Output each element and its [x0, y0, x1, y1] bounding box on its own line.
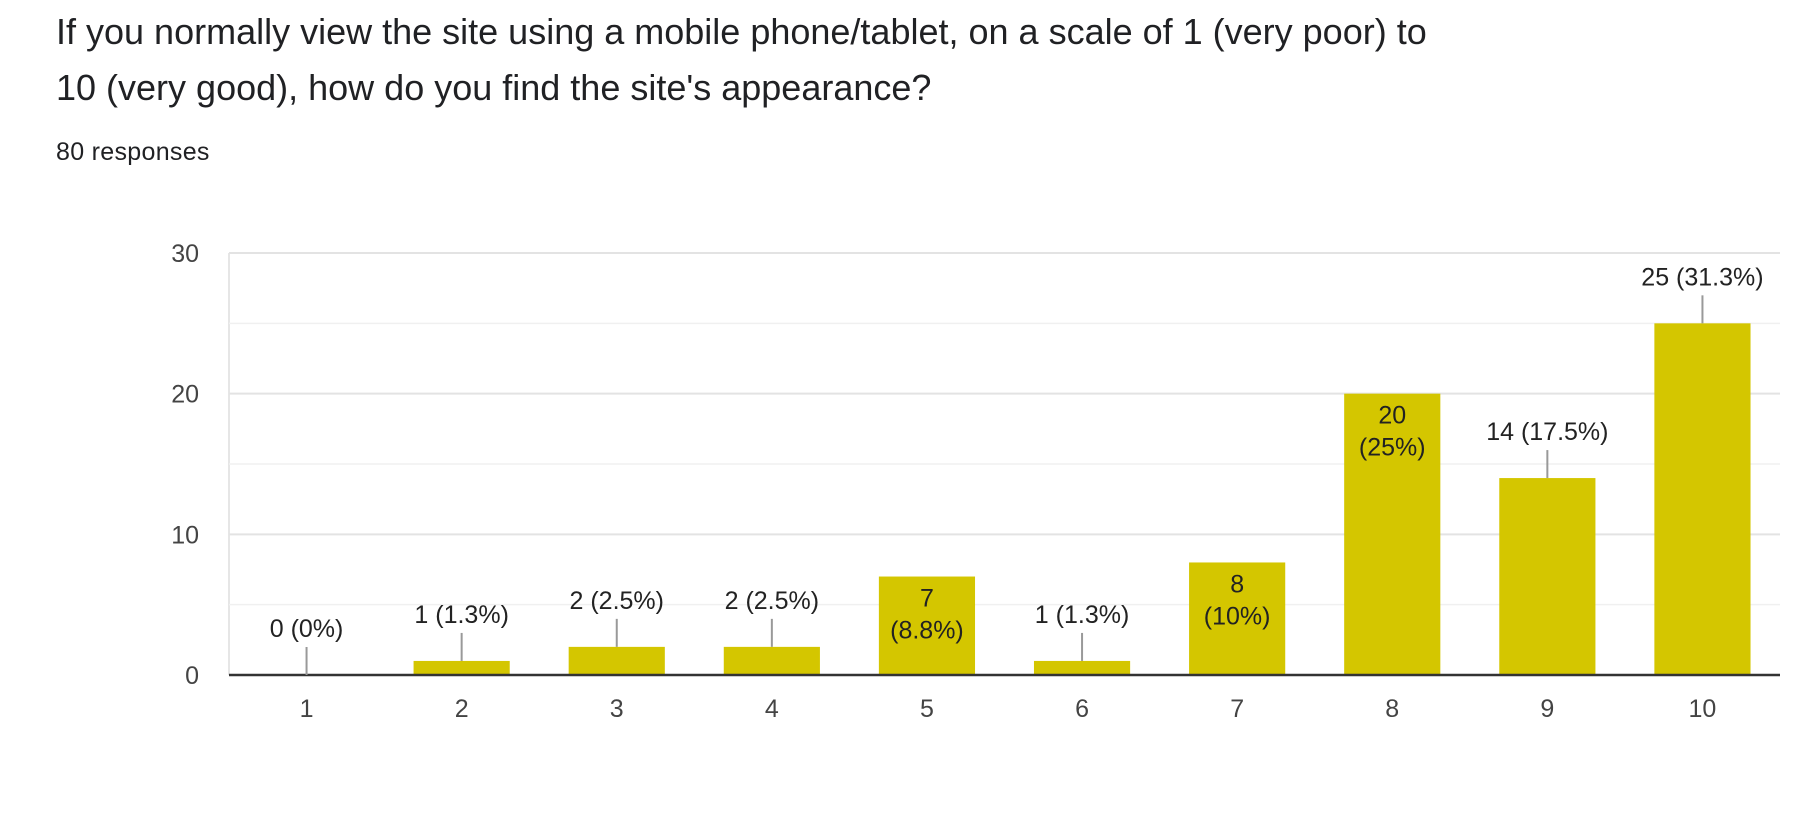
data-label: 25 (31.3%): [1641, 263, 1763, 291]
bar: [413, 660, 510, 675]
data-label: 0 (0%): [270, 615, 344, 643]
data-label: 7 (8.8%): [890, 585, 964, 645]
y-tick-label: 20: [171, 381, 199, 409]
x-tick-label: 10: [1689, 695, 1717, 723]
data-labels: 0 (0%) 1 (1.3%) 2 (2.5%) 2 (2.5%) 7 (8.8%) 1 (…: [270, 263, 1764, 675]
data-label: 1 (1.3%): [414, 601, 508, 629]
data-label: 1 (1.3%): [1035, 601, 1129, 629]
x-tick-label: 3: [610, 695, 624, 723]
x-tick-label: 4: [765, 695, 779, 723]
x-tick-label: 2: [455, 695, 469, 723]
bar: [1344, 393, 1441, 675]
x-tick-label: 6: [1075, 695, 1089, 723]
data-label: 20 (25%): [1359, 402, 1426, 462]
bars: [413, 323, 1751, 675]
bar: [723, 646, 820, 675]
bar: [568, 646, 665, 675]
question-title: If you normally view the site using a mo…: [56, 11, 1427, 108]
bar: [1654, 323, 1751, 675]
y-tick-label: 10: [171, 521, 199, 549]
bar: [1033, 660, 1131, 675]
bar: [1189, 562, 1286, 675]
data-label: 8 (10%): [1204, 570, 1271, 630]
x-tick-label: 9: [1540, 695, 1554, 723]
x-axis-ticks: 1 2 3 4 5 6 7 8 9 10: [300, 695, 1717, 723]
bar: [878, 576, 976, 675]
x-tick-label: 1: [300, 695, 314, 723]
data-label: 14 (17.5%): [1486, 418, 1608, 446]
x-tick-label: 8: [1385, 695, 1399, 723]
y-tick-label: 0: [185, 662, 199, 690]
y-tick-label: 30: [171, 240, 199, 268]
data-label: 2 (2.5%): [570, 587, 664, 615]
response-count: 80 responses: [56, 138, 210, 166]
x-tick-label: 7: [1230, 695, 1244, 723]
data-label: 2 (2.5%): [725, 587, 819, 615]
bar: [1499, 478, 1596, 675]
y-axis-ticks: 0 10 20 30: [171, 240, 199, 690]
x-tick-label: 5: [920, 695, 934, 723]
